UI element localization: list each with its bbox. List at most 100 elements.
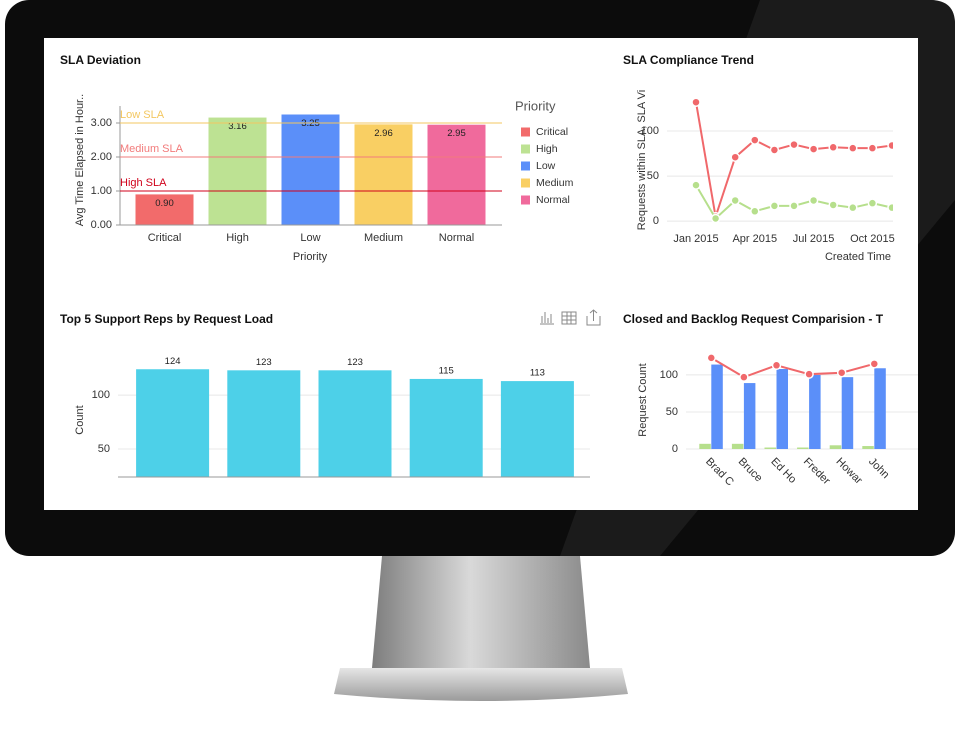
x-axis-title: Created Time [825, 251, 891, 263]
line-marker [867, 198, 878, 208]
line-marker [887, 202, 893, 213]
y-tick-label: 0 [653, 215, 659, 227]
bar [427, 124, 486, 225]
bar [500, 381, 574, 477]
y-axis-title: Request Count [637, 363, 649, 436]
x-tick-label: Normal [439, 232, 474, 244]
bar [281, 114, 340, 225]
x-tick-label: Oct 2015 [850, 233, 895, 245]
chart-title: Top 5 Support Reps by Request Load [60, 312, 273, 326]
line-marker [808, 195, 819, 206]
chart-title: Closed and Backlog Request Comparision -… [623, 312, 884, 326]
legend-swatch [521, 127, 530, 137]
x-axis-title: Priority [293, 251, 328, 263]
legend-swatch [521, 178, 530, 188]
monitor-stand [372, 556, 590, 668]
legend-label: Critical [536, 126, 568, 138]
line-marker [750, 206, 760, 217]
bar [711, 364, 723, 449]
x-tick-label: Low [300, 232, 320, 244]
bar [764, 447, 776, 449]
y-tick-label: 1.00 [91, 185, 112, 197]
data-label: 124 [165, 356, 181, 367]
y-tick-label: 100 [92, 389, 110, 401]
bar [135, 194, 194, 225]
line-marker [769, 145, 780, 155]
x-tick-label: High [226, 232, 249, 244]
line-marker [869, 359, 880, 369]
chart-type-icon[interactable] [540, 312, 554, 325]
line-marker [750, 135, 760, 145]
x-tick-label: Jul 2015 [793, 233, 835, 245]
y-tick-label: 100 [641, 125, 659, 137]
line-marker [771, 360, 782, 371]
line-marker [730, 152, 740, 162]
monitor-base [334, 668, 628, 701]
line-marker [691, 97, 701, 107]
data-label: 3.16 [228, 121, 247, 132]
x-tick-label: Apr 2015 [732, 233, 777, 245]
line-marker [828, 142, 838, 153]
legend-label: Low [536, 160, 556, 172]
plot-area [691, 97, 893, 224]
y-tick-label: 0 [672, 443, 678, 455]
bar [136, 369, 210, 477]
line-marker [804, 369, 814, 379]
bar [318, 370, 392, 477]
line-series [710, 357, 875, 379]
table-icon[interactable] [561, 311, 577, 325]
line-marker [769, 201, 780, 211]
bar [776, 369, 788, 449]
line-marker [887, 140, 893, 151]
data-label: 115 [439, 365, 454, 376]
bar [809, 374, 821, 449]
x-tick-label: Critical [148, 232, 182, 244]
bar [731, 443, 744, 449]
line-marker [691, 180, 701, 190]
data-label: 3.25 [301, 118, 320, 129]
data-label: 2.95 [447, 128, 466, 139]
line-marker [808, 144, 819, 154]
bar [862, 446, 874, 449]
y-tick-label: 0.00 [91, 219, 112, 231]
y-tick-label: 2.00 [91, 151, 112, 163]
y-axis-title: Requests within SLA, SLA Vi [636, 90, 648, 230]
legend-swatch [521, 144, 530, 154]
reference-label: High SLA [120, 177, 167, 189]
reference-label: Low SLA [120, 109, 165, 121]
dashboard: SLA Deviation Avg Time Elapsed in Hour.. P… [60, 53, 918, 488]
data-label: 123 [347, 357, 363, 368]
data-label: 2.96 [374, 128, 393, 139]
chart-title: SLA Deviation [60, 53, 141, 67]
y-tick-label: 50 [666, 406, 678, 418]
line-marker [710, 213, 721, 224]
bar [208, 117, 267, 225]
bar [354, 124, 413, 225]
y-axis-title: Count [74, 405, 86, 434]
legend-title: Priority [515, 98, 556, 113]
line-marker [706, 353, 717, 363]
line-marker [867, 143, 878, 153]
bar [743, 383, 756, 449]
bar [829, 445, 842, 449]
line-marker [789, 201, 799, 211]
export-icon[interactable] [586, 309, 601, 326]
legend-label: Normal [536, 194, 570, 206]
line-marker [828, 200, 838, 210]
x-tick-label: Jan 2015 [673, 233, 718, 245]
data-label: 123 [256, 357, 272, 368]
data-label: 113 [530, 368, 545, 379]
line-marker [730, 195, 740, 206]
line-marker [789, 139, 799, 150]
bar [227, 370, 301, 477]
legend-swatch [521, 161, 530, 171]
legend-label: High [536, 143, 558, 155]
bar [874, 368, 886, 449]
chart-title: SLA Compliance Trend [623, 53, 754, 67]
y-tick-label: 100 [660, 369, 678, 381]
data-label: 0.90 [155, 198, 174, 209]
y-tick-label: 3.00 [91, 117, 112, 129]
line-marker [836, 367, 847, 378]
bar [797, 447, 809, 449]
